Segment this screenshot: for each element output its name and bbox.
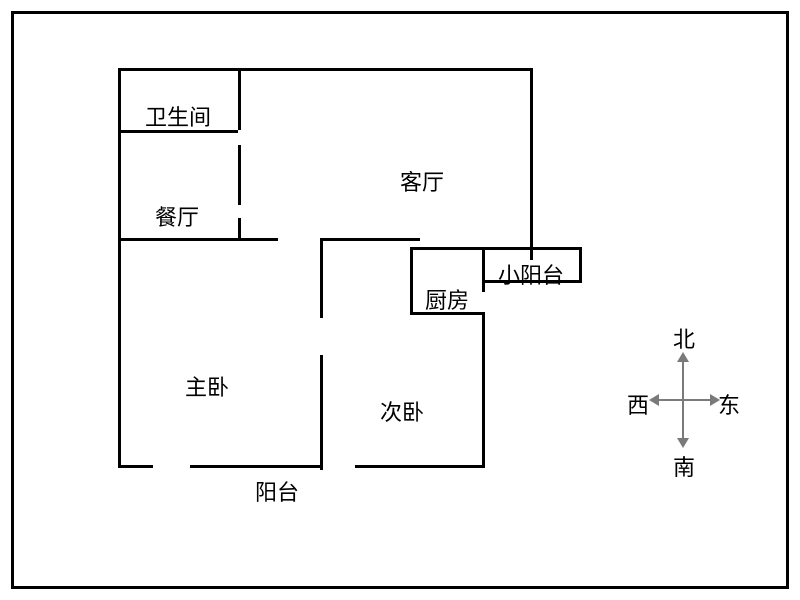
label-balcony: 阳台 xyxy=(255,475,299,507)
smallbalc-top xyxy=(482,247,582,250)
floorplan-canvas: 卫生间 餐厅 客厅 厨房 小阳台 主卧 次卧 阳台 北 南 东 西 xyxy=(0,0,800,600)
arrow-north-icon xyxy=(677,352,689,362)
label-living: 客厅 xyxy=(400,165,444,197)
compass-south: 南 xyxy=(673,450,695,482)
fp-left-lower xyxy=(118,238,121,465)
bottom-l1 xyxy=(118,465,153,468)
label-small-balcony: 小阳台 xyxy=(498,258,564,290)
bed-divider-up xyxy=(320,238,323,318)
fp-left-upper xyxy=(118,68,121,238)
dining-right-low xyxy=(238,218,241,238)
arrow-east-icon xyxy=(710,394,720,406)
fp-right-upper xyxy=(530,68,533,260)
label-dining: 餐厅 xyxy=(155,200,199,232)
bed-divider-low xyxy=(320,355,323,470)
compass-north: 北 xyxy=(673,322,695,354)
sec-right xyxy=(482,312,485,467)
compass-west: 西 xyxy=(627,388,649,420)
kitchen-right xyxy=(482,247,485,292)
compass-east: 东 xyxy=(718,388,740,420)
smallbalc-right xyxy=(579,247,582,283)
compass-hline xyxy=(656,399,712,401)
bottom-l2 xyxy=(190,465,323,468)
label-second-bedroom: 次卧 xyxy=(380,395,424,427)
fp-top xyxy=(118,68,533,71)
label-kitchen: 厨房 xyxy=(425,283,469,315)
outer-border xyxy=(11,11,789,589)
label-bathroom: 卫生间 xyxy=(145,100,211,132)
mid-horizontal-l xyxy=(118,238,278,241)
kitchen-top xyxy=(410,247,485,250)
bath-right xyxy=(238,68,241,130)
kitchen-left xyxy=(410,247,413,312)
mid-horizontal-r xyxy=(320,238,420,241)
arrow-west-icon xyxy=(649,394,659,406)
bottom-r xyxy=(355,465,485,468)
dining-right-up xyxy=(238,145,241,205)
arrow-south-icon xyxy=(677,438,689,448)
label-master-bedroom: 主卧 xyxy=(185,370,229,402)
